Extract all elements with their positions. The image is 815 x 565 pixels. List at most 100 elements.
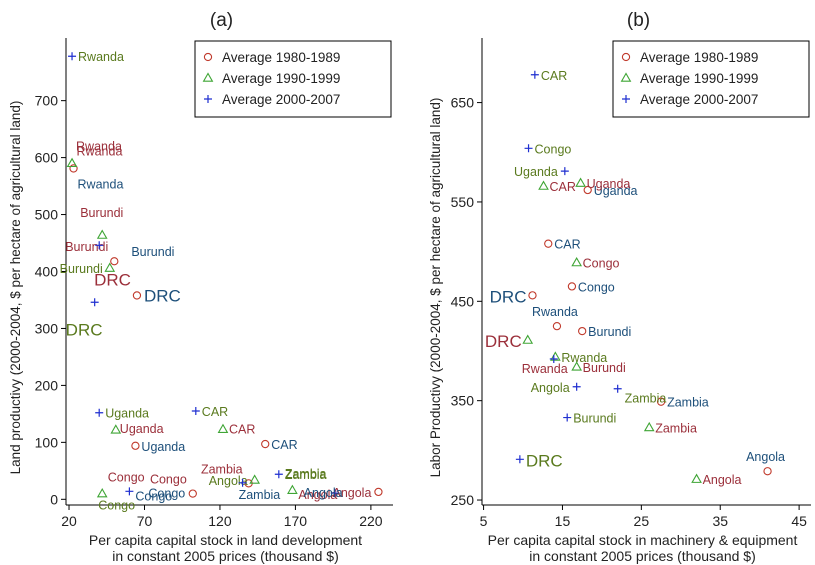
point-label: Rwanda (561, 351, 607, 365)
y-tick-label: 250 (451, 492, 475, 508)
data-point-1990 (110, 424, 122, 434)
y-tick-label: 700 (35, 93, 59, 109)
data-point-1980 (261, 439, 270, 449)
point-label: Uganda (141, 440, 185, 454)
chart-legend: Average 1980-1989 Average 1990-1999 Averag… (612, 40, 810, 118)
point-label: Zambia (655, 421, 697, 435)
chart-title: (a) (210, 10, 233, 31)
point-label: Congo (148, 486, 185, 500)
data-point-1990 (287, 484, 298, 494)
point-label: Angola (531, 381, 570, 395)
data-point-2000 (95, 241, 104, 250)
y-axis-label: Labor Productivy (2000-2004, $ per hecta… (428, 98, 443, 478)
point-label: CAR (550, 180, 576, 194)
point-label: Burundi (573, 412, 616, 426)
point-label: Uganda (105, 407, 149, 421)
y-tick-label: 300 (35, 320, 59, 336)
legend-entry-label: Average 1980-1989 (222, 50, 340, 65)
data-point-1990 (571, 361, 583, 371)
data-point-1990 (202, 72, 214, 82)
x-tick-label: 70 (137, 513, 153, 529)
data-point-1990 (575, 177, 586, 187)
point-label: Zambia (285, 467, 327, 481)
point-label: Burundi (65, 240, 108, 254)
point-label: Angola (332, 486, 371, 500)
data-point-2000 (560, 167, 569, 176)
point-label: Zambia (625, 392, 667, 406)
x-tick-label: 15 (555, 513, 571, 529)
point-label: Rwanda (78, 50, 124, 64)
point-label: Rwanda (78, 177, 124, 191)
point-label: Zambia (201, 462, 243, 476)
data-point-1980 (131, 441, 140, 450)
data-point-1990 (96, 488, 108, 498)
point-label: Angola (304, 486, 343, 500)
data-point-1980 (656, 397, 666, 406)
legend-box (194, 40, 392, 118)
data-point-1990 (643, 421, 655, 432)
point-label: DRC (94, 270, 131, 289)
data-point-1990 (571, 256, 583, 267)
data-point-2000 (95, 408, 104, 417)
point-label: Congo (583, 257, 620, 271)
data-point-2000 (191, 407, 200, 416)
data-point-1980 (132, 291, 142, 300)
data-point-2000 (90, 298, 99, 307)
point-label: CAR (541, 69, 567, 83)
data-point-2000 (524, 144, 533, 153)
x-axis-label: in constant 2005 prices (thousand $) (112, 548, 338, 564)
point-label: Congo (535, 142, 572, 156)
point-label: DRC (66, 320, 103, 339)
chart-panel-a: (a) 0 100 200 300 400 500 600 700 20 70 120 170 220 Pe… (8, 10, 393, 564)
data-point-1980 (110, 257, 119, 266)
data-point-1980 (69, 164, 78, 173)
point-label: Congo (135, 489, 172, 503)
y-tick-label: 350 (451, 393, 475, 409)
data-point-1990 (249, 474, 261, 484)
data-point-2000 (563, 413, 572, 422)
point-label: Angola (298, 488, 337, 502)
x-tick-label: 5 (480, 513, 488, 529)
point-label: Angola (703, 473, 742, 487)
x-axis-label: in constant 2005 prices (thousand $) (529, 548, 755, 564)
point-label: Uganda (594, 184, 638, 198)
y-tick-label: 450 (451, 293, 475, 309)
data-point-1990 (691, 473, 702, 483)
data-point-1980 (374, 487, 383, 497)
data-point-2000 (204, 95, 212, 103)
point-label: Congo (578, 280, 615, 294)
point-label: Burundi (583, 361, 626, 375)
chart-legend: Average 1980-1989 Average 1990-1999 Averag… (194, 40, 392, 118)
x-axis-label: Per capita capital stock in land develop… (89, 532, 362, 548)
x-tick-label: 25 (634, 513, 650, 529)
x-tick-label: 35 (712, 513, 728, 529)
legend-box (612, 40, 810, 118)
y-tick-label: 100 (35, 434, 59, 450)
y-tick-label: 500 (35, 207, 59, 223)
legend-entry-label: Average 2000-2007 (640, 92, 758, 107)
x-axis-label: Per capita capital stock in machinery & … (488, 532, 798, 548)
data-point-1980 (621, 52, 631, 62)
x-tick-label: 20 (61, 513, 77, 529)
data-point-1990 (538, 180, 549, 190)
point-label: DRC (490, 287, 527, 306)
chart-title: (b) (627, 10, 650, 31)
point-label: Angola (209, 474, 248, 488)
data-point-2000 (68, 52, 77, 61)
y-axis-label: Land productivy (2000-2004, $ per hectar… (8, 101, 23, 475)
data-point-1980 (763, 467, 772, 476)
point-label: Congo (108, 471, 145, 485)
point-label: Angola (746, 450, 785, 464)
data-point-1990 (104, 262, 116, 272)
point-label: Zambia (667, 396, 709, 410)
point-label: DRC (526, 451, 563, 470)
chart-panel-b: (b) 250 350 450 550 650 5 15 25 35 45 Per capita ca… (428, 10, 811, 564)
data-point-2000 (622, 95, 630, 103)
point-label: Uganda (120, 422, 164, 436)
y-tick-label: 550 (451, 194, 475, 210)
point-label: Burundi (80, 206, 123, 220)
point-label: Rwanda (522, 362, 568, 376)
data-point-1980 (544, 239, 553, 248)
x-tick-label: 220 (359, 513, 383, 529)
